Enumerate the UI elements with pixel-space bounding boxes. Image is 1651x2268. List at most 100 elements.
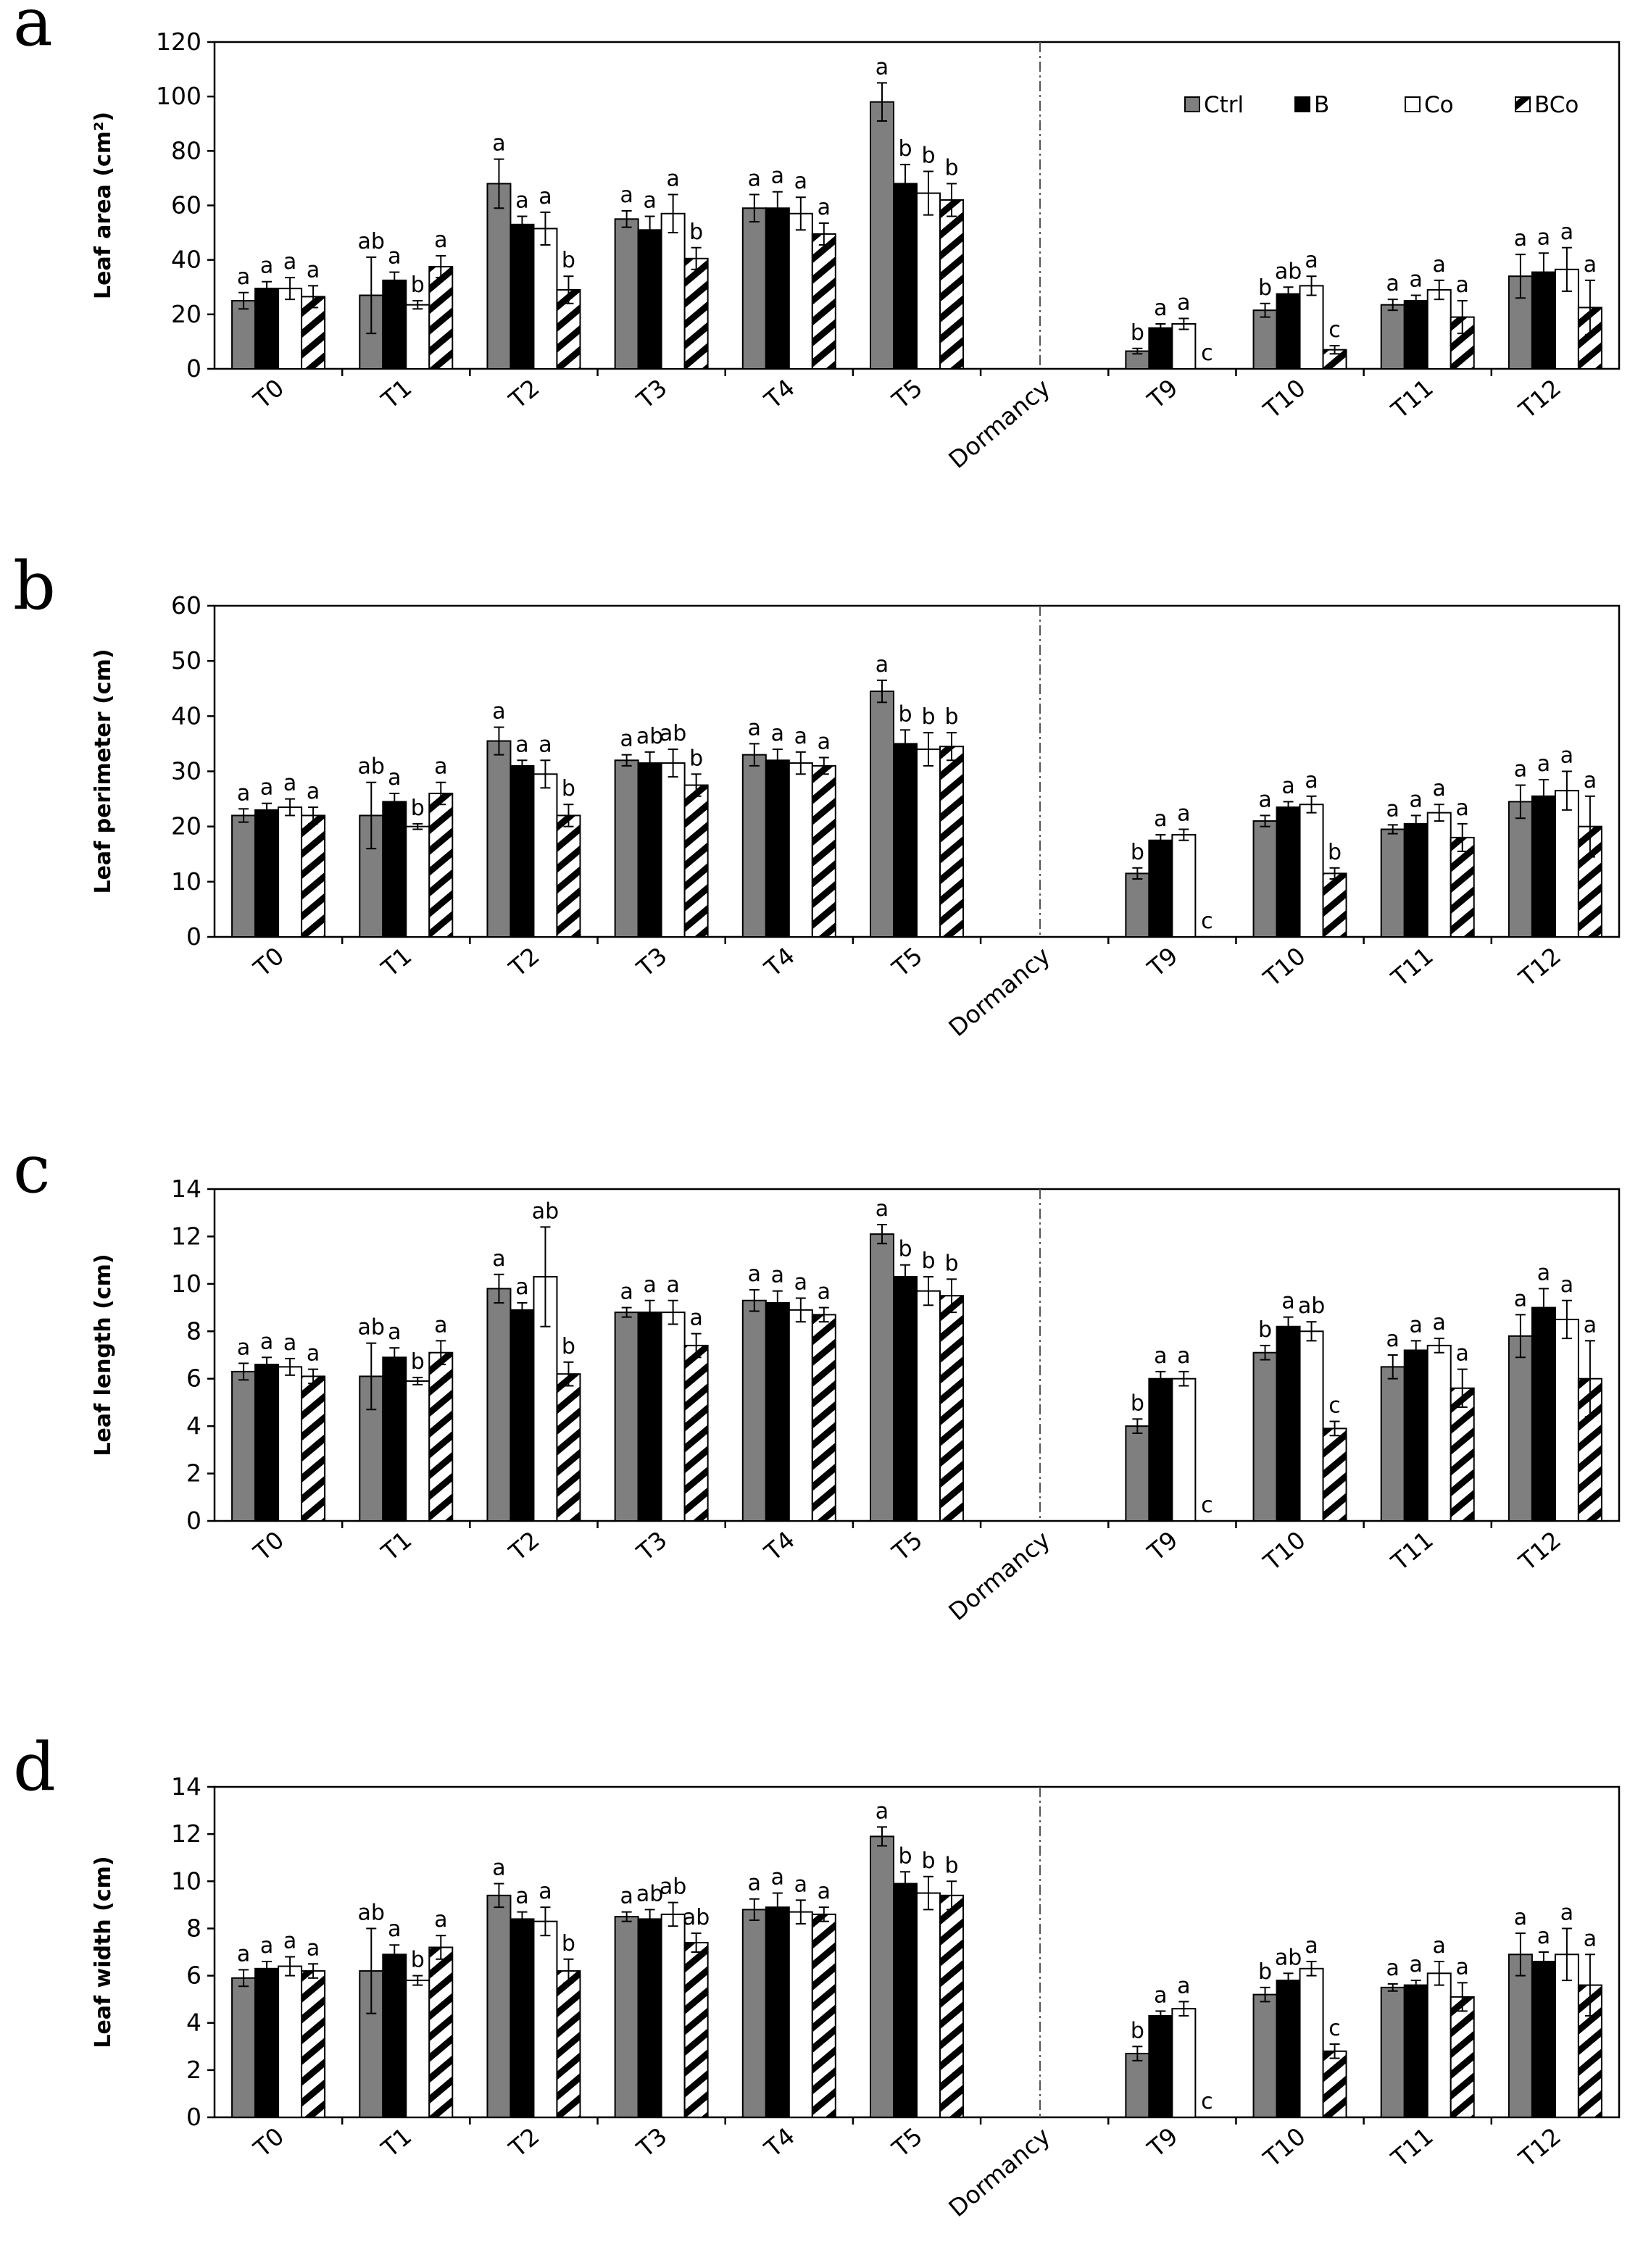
significance-letter: a (434, 1312, 447, 1338)
x-tick-label: T5 (886, 2122, 928, 2163)
x-tick-label: T2 (503, 2122, 544, 2163)
significance-letter: a (237, 264, 250, 290)
significance-letter: a (1386, 271, 1400, 296)
y-axis-label: Leaf length (cm) (91, 1254, 116, 1456)
bar-bco (683, 257, 709, 370)
bar-co (533, 773, 558, 938)
significance-letter: b (689, 220, 703, 245)
bar-bco (811, 1314, 836, 1522)
bar-co (916, 192, 941, 370)
significance-letter: a (748, 1871, 761, 1896)
significance-letter: a (515, 188, 528, 214)
y-tick-label: 6 (186, 1364, 201, 1393)
y-tick-label: 2 (186, 2056, 201, 2084)
significance-letter: a (1177, 290, 1190, 315)
panel-letter: c (13, 1130, 51, 1208)
significance-letter: a (748, 166, 761, 191)
x-tick-label: T0 (248, 1525, 289, 1567)
bar-b (1148, 327, 1173, 370)
significance-letter: a (1584, 252, 1597, 278)
x-tick-label: T1 (375, 2122, 417, 2163)
significance-letter: a (1305, 1933, 1318, 1959)
significance-letter: a (1560, 743, 1573, 769)
bar-ctrl (1380, 828, 1405, 938)
significance-letter: a (1537, 751, 1550, 777)
significance-letter: a (620, 727, 633, 752)
y-tick-label: 4 (186, 2009, 201, 2037)
y-tick-label: 80 (171, 136, 201, 164)
significance-letter: a (283, 1330, 296, 1356)
panel-letter: b (13, 547, 56, 625)
y-tick-label: 0 (186, 922, 201, 951)
significance-letter: c (1328, 317, 1341, 343)
significance-letter: b (898, 1237, 912, 1262)
bar-b (637, 229, 662, 370)
bar-b (1531, 795, 1556, 938)
significance-letter: a (283, 249, 296, 275)
significance-letter: a (771, 1865, 784, 1890)
significance-letter: b (921, 1248, 935, 1274)
significance-letter: a (1386, 796, 1400, 822)
bar-ctrl (231, 1370, 257, 1522)
significance-letter: a (434, 754, 447, 780)
x-tick-label: T1 (375, 373, 417, 414)
significance-letter: a (1560, 1272, 1573, 1298)
significance-letter: a (643, 188, 656, 214)
x-tick-label: T3 (631, 373, 672, 414)
significance-letter: a (1410, 267, 1423, 293)
x-tick-label: T0 (248, 373, 289, 414)
x-tick-label: T10 (1257, 2122, 1310, 2172)
significance-letter: a (1433, 776, 1446, 801)
significance-letter: b (411, 272, 425, 298)
significance-letter: a (492, 1856, 505, 1881)
bar-ctrl (870, 1835, 894, 2118)
significance-letter: a (260, 254, 273, 279)
bar-ctrl (1252, 820, 1278, 938)
significance-letter: b (898, 136, 912, 162)
bar-ctrl (870, 101, 894, 370)
significance-letter: c (1328, 2016, 1341, 2041)
significance-letter: c (1328, 1393, 1341, 1419)
legend-label-bco: BCo (1534, 92, 1579, 118)
bar-b (637, 1312, 662, 1522)
x-tick-label: T4 (759, 1525, 800, 1567)
bar-bco (939, 1295, 964, 1522)
significance-letter: ab (683, 1905, 710, 1930)
significance-letter: a (818, 729, 831, 754)
significance-letter: a (876, 652, 889, 678)
bar-b (1403, 822, 1428, 938)
bar-co (405, 1980, 431, 2118)
legend-swatch-bco (1515, 96, 1531, 112)
bar-ctrl (486, 183, 512, 370)
significance-letter: a (1305, 768, 1318, 793)
x-tick-label: T9 (1141, 373, 1183, 414)
bar-b (510, 1918, 535, 2118)
significance-letter: ab (358, 754, 385, 780)
bar-co (533, 228, 558, 370)
significance-letter: ab (532, 1198, 559, 1224)
bar-co (1299, 1330, 1324, 1522)
significance-letter: ab (660, 1875, 686, 1900)
x-tick-label: T9 (1141, 2122, 1183, 2163)
significance-letter: a (307, 1935, 320, 1961)
bar-b (254, 288, 280, 370)
bar-co (1426, 1344, 1452, 1522)
significance-letter: a (876, 1196, 889, 1222)
significance-letter: b (562, 248, 575, 273)
x-tick-label: T2 (503, 373, 544, 414)
bar-co (788, 1911, 813, 2119)
significance-letter: b (411, 796, 425, 821)
significance-letter: a (818, 195, 831, 220)
significance-letter: a (666, 1272, 679, 1298)
bar-bco (301, 1970, 326, 2118)
significance-letter: b (562, 1931, 575, 1956)
y-tick-label: 8 (186, 1317, 201, 1345)
bar-co (788, 212, 813, 370)
x-tick-label: T5 (886, 373, 928, 414)
bar-b (1148, 2014, 1173, 2119)
significance-letter: a (1154, 806, 1167, 832)
x-tick-label: Dormancy (943, 373, 1055, 474)
significance-letter: a (1537, 225, 1550, 250)
